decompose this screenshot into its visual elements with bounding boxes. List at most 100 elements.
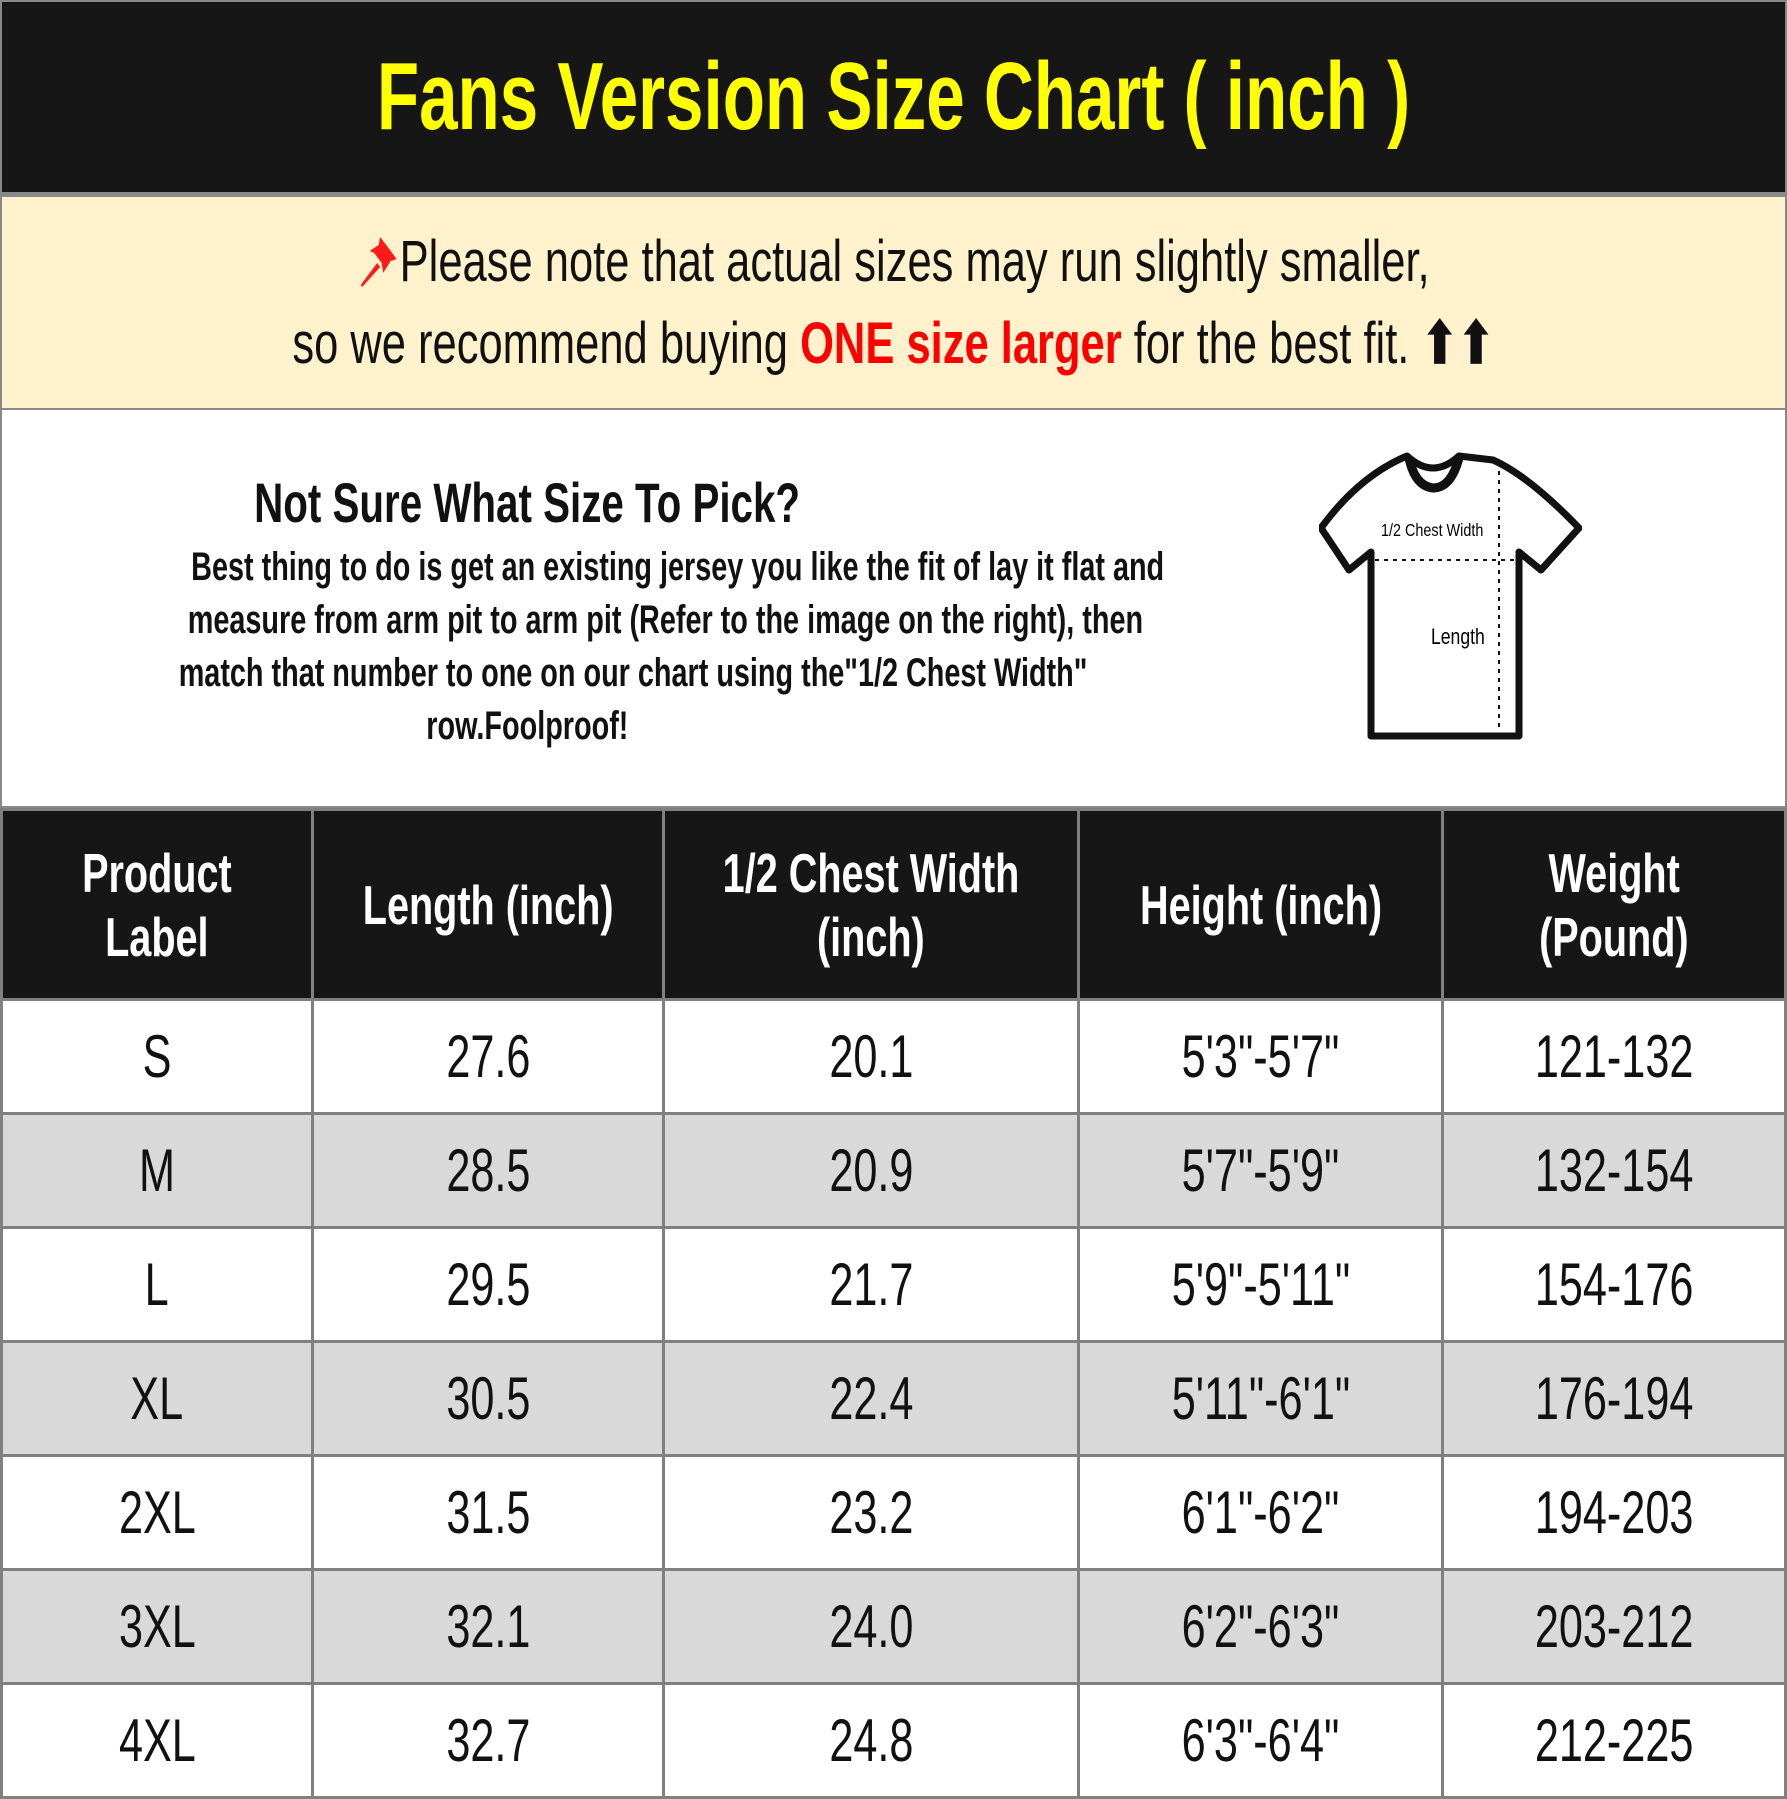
cell-length: 31.5: [310, 1454, 666, 1571]
cell-value: 24.8: [829, 1707, 914, 1774]
cell-value: 5'9"-5'11": [1171, 1251, 1351, 1318]
cell-value: 6'2"-6'3": [1181, 1593, 1340, 1660]
cell-value: 194-203: [1534, 1479, 1694, 1546]
note-line-1: Please note that actual sizes may run sl…: [179, 228, 1608, 295]
cell-value: 27.6: [445, 1023, 530, 1090]
size-table: Product Label Length (inch) 1/2 Chest Width…: [0, 808, 1787, 1799]
column-header-text: Height (inch): [1139, 873, 1382, 936]
fit-guide: Not Sure What Size To Pick? Best thing t…: [0, 410, 1787, 808]
cell-value: S: [142, 1023, 172, 1090]
cell-product-label: XL: [0, 1340, 314, 1457]
column-header-length: Length (inch): [310, 808, 666, 1001]
cell-chest-width: 24.0: [662, 1568, 1081, 1685]
note-highlight: ONE size larger: [800, 311, 1122, 376]
table-row: M 28.5 20.9 5'7"-5'9" 132-154: [0, 1112, 1787, 1229]
fit-guide-title: Not Sure What Size To Pick?: [254, 471, 800, 534]
cell-chest-width: 20.1: [662, 998, 1081, 1115]
cell-weight: 212-225: [1441, 1682, 1787, 1799]
cell-value: 4XL: [118, 1707, 196, 1774]
cell-product-label: S: [0, 998, 314, 1115]
cell-weight: 176-194: [1441, 1340, 1787, 1457]
cell-weight: 132-154: [1441, 1112, 1787, 1229]
cell-chest-width: 22.4: [662, 1340, 1081, 1457]
column-header-product-label: Product Label: [0, 808, 314, 1001]
cell-value: 22.4: [829, 1365, 914, 1432]
cell-length: 28.5: [310, 1112, 666, 1229]
cell-value: 20.1: [829, 1023, 914, 1090]
cell-weight: 121-132: [1441, 998, 1787, 1115]
cell-value: 31.5: [445, 1479, 530, 1546]
cell-length: 30.5: [310, 1340, 666, 1457]
cell-length: 32.7: [310, 1682, 666, 1799]
column-header-text: Product: [82, 841, 232, 904]
column-header-text: (inch): [817, 905, 925, 968]
fit-guide-text: measure from arm pit to arm pit (Refer t…: [187, 598, 1144, 642]
cell-product-label: M: [0, 1112, 314, 1229]
cell-product-label: 4XL: [0, 1682, 314, 1799]
cell-value: 23.2: [829, 1479, 914, 1546]
table-row: 3XL 32.1 24.0 6'2"-6'3" 203-212: [0, 1568, 1787, 1685]
cell-height: 6'3"-6'4": [1077, 1682, 1445, 1799]
cell-chest-width: 21.7: [662, 1226, 1081, 1343]
cell-length: 32.1: [310, 1568, 666, 1685]
cell-product-label: L: [0, 1226, 314, 1343]
table-row: XL 30.5 22.4 5'11"-6'1" 176-194: [0, 1340, 1787, 1457]
table-row: 2XL 31.5 23.2 6'1"-6'2" 194-203: [0, 1454, 1787, 1571]
note-line-2: so we recommend buying ONE size larger f…: [292, 311, 1495, 376]
cell-product-label: 2XL: [0, 1454, 314, 1571]
cell-value: 28.5: [445, 1137, 530, 1204]
column-header-height: Height (inch): [1077, 808, 1445, 1001]
fit-guide-text: match that number to one on our chart us…: [178, 651, 1088, 695]
cell-value: 176-194: [1534, 1365, 1694, 1432]
column-header-text: (Pound): [1539, 905, 1689, 968]
length-label: Length: [1431, 625, 1485, 649]
cell-product-label: 3XL: [0, 1568, 314, 1685]
fit-guide-text: row.Foolproof!: [425, 704, 629, 748]
cell-value: 212-225: [1534, 1707, 1694, 1774]
cell-value: L: [144, 1251, 169, 1318]
cell-value: 121-132: [1534, 1023, 1694, 1090]
title-banner: Fans Version Size Chart ( inch ): [0, 0, 1787, 194]
cell-value: 3XL: [118, 1593, 196, 1660]
cell-chest-width: 20.9: [662, 1112, 1081, 1229]
cell-value: 32.1: [445, 1593, 530, 1660]
cell-value: 5'7"-5'9": [1181, 1137, 1340, 1204]
table-row: 4XL 32.7 24.8 6'3"-6'4" 212-225: [0, 1682, 1787, 1799]
chest-width-label: 1/2 Chest Width: [1381, 521, 1483, 541]
table-row: S 27.6 20.1 5'3"-5'7" 121-132: [0, 998, 1787, 1115]
cell-weight: 194-203: [1441, 1454, 1787, 1571]
column-header-text: Label: [105, 905, 209, 968]
cell-weight: 203-212: [1441, 1568, 1787, 1685]
cell-value: 2XL: [118, 1479, 196, 1546]
cell-value: 21.7: [829, 1251, 914, 1318]
column-header-text: Weight: [1548, 841, 1680, 904]
fit-guide-text: Best thing to do is get an existing jers…: [191, 545, 1165, 589]
cell-value: 29.5: [445, 1251, 530, 1318]
sizing-note: Please note that actual sizes may run sl…: [0, 194, 1787, 410]
cell-height: 5'11"-6'1": [1077, 1340, 1445, 1457]
cell-value: 5'11"-6'1": [1171, 1365, 1351, 1432]
cell-value: 5'3"-5'7": [1181, 1023, 1340, 1090]
cell-chest-width: 23.2: [662, 1454, 1081, 1571]
cell-height: 5'3"-5'7": [1077, 998, 1445, 1115]
cell-value: 32.7: [445, 1707, 530, 1774]
cell-value: 154-176: [1534, 1251, 1694, 1318]
cell-chest-width: 24.8: [662, 1682, 1081, 1799]
table-row: L 29.5 21.7 5'9"-5'11" 154-176: [0, 1226, 1787, 1343]
cell-value: 30.5: [445, 1365, 530, 1432]
cell-value: 24.0: [829, 1593, 914, 1660]
cell-height: 6'2"-6'3": [1077, 1568, 1445, 1685]
cell-value: M: [138, 1137, 175, 1204]
column-header-weight: Weight (Pound): [1441, 808, 1787, 1001]
cell-value: XL: [130, 1365, 184, 1432]
up-arrows-icon: ⬆⬆: [1421, 311, 1495, 376]
cell-height: 5'9"-5'11": [1077, 1226, 1445, 1343]
cell-weight: 154-176: [1441, 1226, 1787, 1343]
column-header-text: 1/2 Chest Width: [722, 841, 1020, 904]
page-title: Fans Version Size Chart ( inch ): [376, 43, 1411, 150]
cell-length: 29.5: [310, 1226, 666, 1343]
cell-height: 5'7"-5'9": [1077, 1112, 1445, 1229]
cell-height: 6'1"-6'2": [1077, 1454, 1445, 1571]
cell-value: 6'3"-6'4": [1181, 1707, 1340, 1774]
cell-value: 20.9: [829, 1137, 914, 1204]
